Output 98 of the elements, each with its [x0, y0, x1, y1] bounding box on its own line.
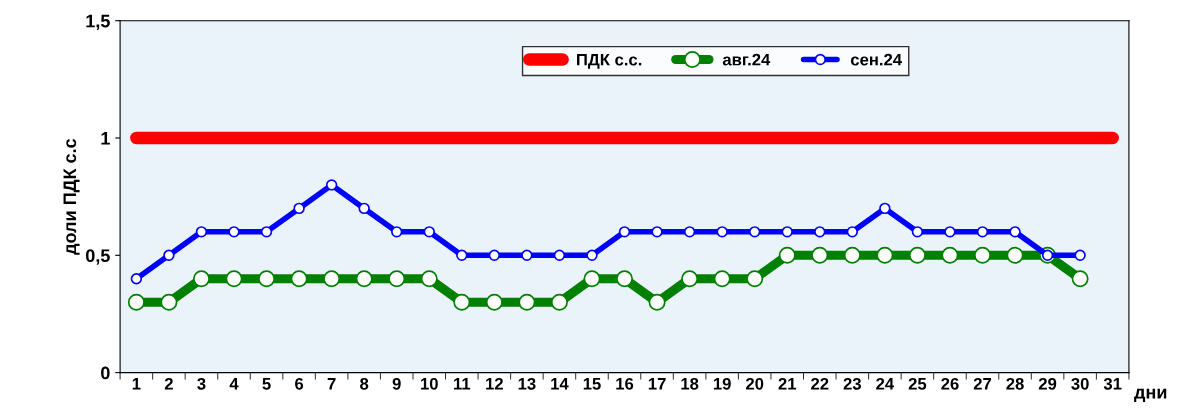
- x-tick-label: 1: [132, 378, 141, 390]
- point: [127, 293, 145, 311]
- point: [648, 293, 666, 311]
- point: [553, 249, 566, 261]
- point: [876, 246, 894, 264]
- point: [616, 270, 633, 288]
- y-tick-label: 0,5: [85, 249, 110, 265]
- x-tick-label: 31: [1103, 377, 1122, 390]
- point: [746, 270, 764, 288]
- x-tick-label: 22: [811, 377, 829, 390]
- x-tick-label: 29: [1038, 377, 1057, 390]
- point: [453, 293, 471, 311]
- point: [1071, 270, 1089, 288]
- point: [944, 226, 956, 238]
- point: [1074, 249, 1086, 261]
- x-tick-label: 9: [392, 377, 401, 390]
- point: [781, 226, 793, 238]
- y-tick-label: 1,5: [86, 14, 110, 31]
- point: [976, 226, 989, 238]
- x-tick-label: 4: [229, 378, 239, 390]
- x-axis-title: дни: [1134, 388, 1167, 402]
- point: [683, 226, 696, 238]
- point: [518, 293, 536, 311]
- point: [355, 270, 373, 288]
- x-tick-label: 25: [908, 377, 927, 390]
- point: [586, 249, 598, 261]
- x-tick-label: 14: [551, 378, 569, 390]
- x-tick-label: 5: [262, 378, 271, 390]
- x-tick-label: 26: [941, 377, 959, 390]
- point: [423, 226, 435, 238]
- point: [290, 270, 308, 288]
- x-tick-label: 13: [518, 377, 536, 390]
- y-tick-label: 0: [101, 366, 110, 380]
- x-tick-label: 23: [843, 377, 861, 390]
- point: [388, 270, 406, 288]
- x-tick-label: 6: [295, 377, 304, 390]
- point: [521, 249, 533, 261]
- point: [879, 202, 891, 215]
- point: [974, 246, 991, 264]
- point: [908, 246, 926, 264]
- point: [456, 249, 468, 261]
- point: [192, 270, 210, 288]
- x-tick-label: 18: [681, 377, 699, 390]
- y-axis-title: доли ПДК с.с: [63, 138, 80, 255]
- point: [843, 246, 861, 264]
- point: [778, 246, 796, 264]
- point: [325, 179, 338, 191]
- point: [485, 293, 503, 311]
- legend-label: ПДК с.с.: [577, 53, 642, 69]
- point: [748, 226, 761, 238]
- point: [583, 270, 601, 288]
- x-tick-label: 27: [973, 377, 992, 390]
- point: [163, 249, 175, 261]
- point: [358, 202, 370, 215]
- x-tick-label: 12: [486, 377, 503, 390]
- point: [195, 226, 208, 238]
- point: [228, 226, 240, 238]
- x-tick-label: 21: [778, 377, 797, 390]
- point: [225, 270, 243, 288]
- point: [716, 226, 728, 238]
- point: [260, 226, 273, 238]
- x-tick-label: 17: [648, 378, 666, 390]
- point: [814, 226, 826, 238]
- point: [258, 270, 276, 288]
- y-tick-label: 1: [101, 132, 110, 145]
- point: [550, 293, 568, 311]
- point: [1006, 246, 1024, 264]
- point: [713, 270, 731, 288]
- point: [651, 226, 663, 238]
- x-tick-label: 7: [327, 378, 336, 390]
- legend-label: авг.24: [722, 53, 771, 66]
- point: [420, 270, 438, 288]
- point: [846, 226, 859, 238]
- point: [130, 273, 143, 285]
- x-tick-label: 11: [454, 378, 471, 390]
- x-tick-label: 30: [1071, 377, 1089, 390]
- point: [618, 226, 631, 238]
- point: [293, 202, 305, 215]
- x-tick-label: 8: [360, 377, 369, 390]
- point: [681, 270, 699, 288]
- x-tick-label: 15: [583, 378, 601, 390]
- x-tick-label: 19: [713, 377, 731, 390]
- x-tick-label: 20: [746, 377, 764, 390]
- point: [941, 246, 959, 264]
- x-tick-label: 3: [197, 377, 206, 390]
- point: [488, 249, 501, 261]
- point: [1009, 226, 1021, 238]
- x-tick-label: 16: [616, 377, 634, 390]
- x-tick-label: 10: [421, 377, 438, 390]
- x-tick-label: 24: [876, 377, 895, 390]
- point: [323, 270, 341, 288]
- x-tick-label: 2: [164, 377, 173, 390]
- x-tick-label: 28: [1006, 377, 1024, 390]
- legend-label: сен.24: [850, 53, 902, 66]
- point: [391, 226, 403, 238]
- point: [160, 293, 178, 311]
- point: [811, 246, 829, 264]
- point: [911, 226, 924, 238]
